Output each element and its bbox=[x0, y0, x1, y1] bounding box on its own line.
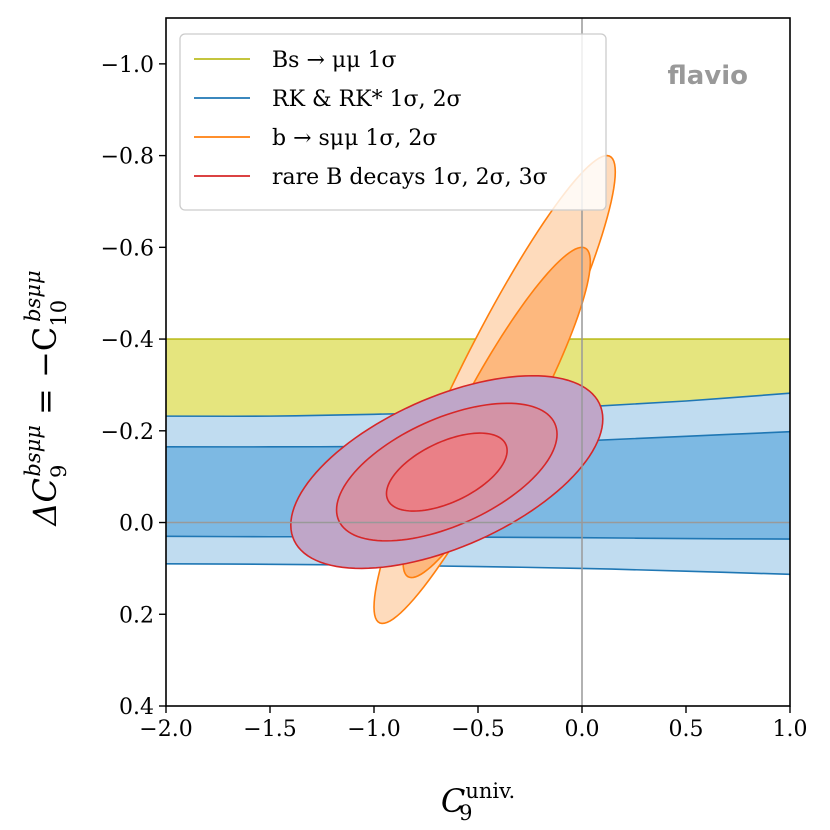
flavio-watermark: flavio bbox=[667, 61, 748, 91]
y-tick-label: −0.6 bbox=[101, 236, 154, 261]
y-tick-label: 0.2 bbox=[119, 603, 154, 628]
ellipse-rare-b-decays-1 bbox=[385, 432, 508, 512]
x-tick-label: −0.5 bbox=[451, 717, 504, 742]
legend-label: rare B decays 1σ, 2σ, 3σ bbox=[272, 165, 548, 190]
axes-layer: −2.0 −1.5 −1.0 −0.5 0.0 0.5 1.0 −1.0 −0.8 −0.6 −0.… bbox=[101, 17, 808, 742]
x-tick-label: 1.0 bbox=[773, 717, 808, 742]
y-tick-label: 0.4 bbox=[119, 695, 154, 720]
y-tick-label: −0.8 bbox=[101, 145, 154, 170]
legend-box bbox=[179, 33, 607, 211]
y-axis-label-sub1: 9 bbox=[47, 465, 71, 478]
y-axis-label-sub2: 10 bbox=[47, 300, 71, 327]
x-tick-label: 0.5 bbox=[669, 717, 704, 742]
x-tick-label: −1.0 bbox=[347, 717, 400, 742]
y-axis-label-sup2: bsμμ bbox=[21, 270, 45, 322]
y-tick-label: 0.0 bbox=[119, 512, 154, 537]
y-tick-label: −0.4 bbox=[101, 328, 154, 353]
y-tick-label: −1.0 bbox=[101, 53, 154, 78]
x-axis-label-sup: univ. bbox=[465, 779, 515, 803]
x-axis-label-base: C bbox=[441, 782, 465, 820]
legend-label: Bs → μμ 1σ bbox=[272, 48, 396, 73]
x-tick-label: −2.0 bbox=[139, 717, 192, 742]
y-axis-label-deltac: ΔC bbox=[26, 478, 64, 528]
x-tick-label: 0.0 bbox=[565, 717, 600, 742]
band-edge-upper-rk-rk-2 bbox=[166, 563, 790, 576]
y-axis-label-sup1: bsμμ bbox=[21, 425, 45, 477]
x-axis-label: Cuniv. 9 bbox=[441, 779, 515, 825]
plot-layer bbox=[166, 18, 790, 706]
y-axis-label-equals: = −C bbox=[26, 327, 64, 425]
legend: Bs → μμ 1σ RK & RK* 1σ, 2σ b → sμμ 1σ, 2σ r… bbox=[179, 33, 607, 211]
x-tick-label: −1.5 bbox=[243, 717, 296, 742]
legend-label: RK & RK* 1σ, 2σ bbox=[272, 87, 462, 112]
y-tick-label: −0.2 bbox=[101, 420, 154, 445]
y-axis-label: ΔC9bsμμ = −C10bsμμ bbox=[21, 270, 71, 527]
legend-label: b → sμμ 1σ, 2σ bbox=[272, 126, 437, 151]
x-axis-label-sub: 9 bbox=[459, 801, 472, 825]
